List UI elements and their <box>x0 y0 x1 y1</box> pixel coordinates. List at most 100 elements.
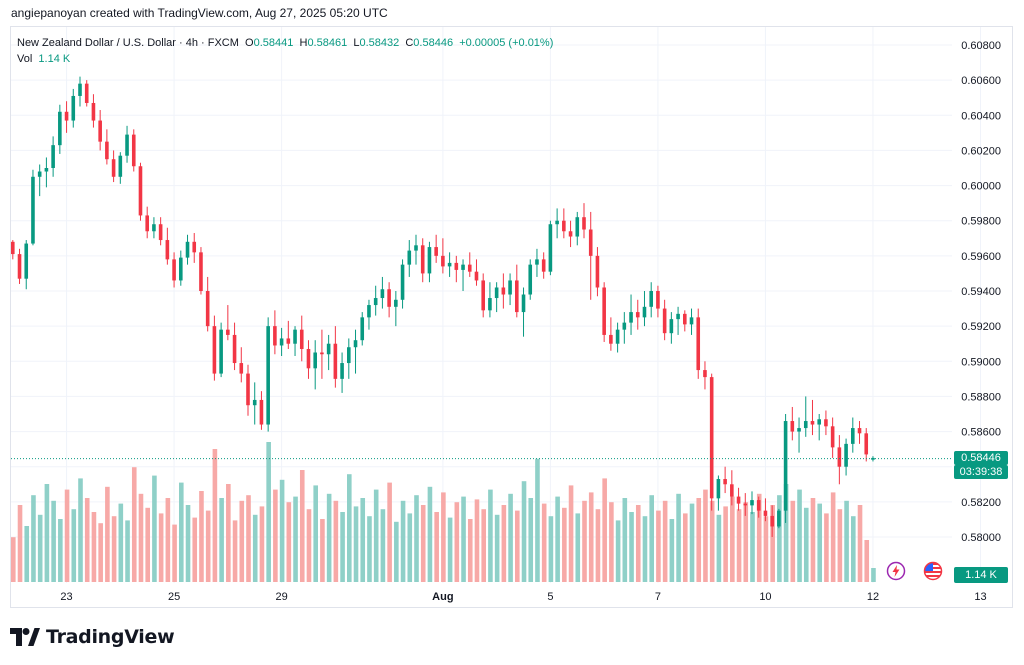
last-price-badge: 0.58446 <box>954 451 1008 465</box>
candle-body <box>743 503 748 506</box>
volume-bar <box>219 498 224 582</box>
candle-body <box>515 280 519 313</box>
candle-body <box>481 280 485 311</box>
legend-o-label: O <box>245 37 254 49</box>
volume-bar <box>51 500 56 582</box>
candle-body <box>326 343 331 355</box>
volume-bar <box>770 505 775 582</box>
volume-bar <box>427 486 433 582</box>
volume-bar <box>588 492 594 582</box>
price-axis[interactable]: 0.60800 0.60600 0.60400 0.60200 0.60000 0.598… <box>961 40 1001 544</box>
volume-bar <box>783 484 789 582</box>
volume-bar <box>353 506 359 582</box>
volume-bar <box>622 498 628 582</box>
candle-body <box>770 515 774 527</box>
candle-body <box>609 334 613 344</box>
volume-bar <box>400 500 406 582</box>
candle-body <box>447 262 452 267</box>
volume-bar <box>803 507 809 582</box>
candle-body <box>172 259 176 281</box>
volume-bar <box>696 498 702 582</box>
candle-body <box>17 254 22 279</box>
volume-bar <box>528 498 534 582</box>
volume-bar <box>37 514 43 582</box>
volume-bar <box>777 495 782 582</box>
tradingview-logo[interactable]: TradingView <box>10 624 175 650</box>
candles <box>11 76 875 537</box>
candle-body <box>575 217 580 237</box>
candle-body <box>37 171 42 177</box>
chart-frame <box>10 26 1013 608</box>
y-tick-label: 0.60800 <box>961 40 1001 52</box>
volume-bar <box>64 489 70 582</box>
candle-body <box>602 287 606 335</box>
volume-bar <box>642 516 648 582</box>
candle-body <box>259 399 264 425</box>
candle-body <box>629 312 633 323</box>
volume-bar <box>743 502 749 582</box>
volume-bar <box>609 502 614 582</box>
candle-body <box>111 159 116 177</box>
volume-bar <box>555 496 560 582</box>
y-tick-label: 0.60400 <box>961 110 1001 122</box>
legend-close: 0.58446 <box>413 37 454 49</box>
x-tick-label: 13 <box>974 591 986 603</box>
volume-bar <box>360 498 366 582</box>
candle-body <box>783 421 788 511</box>
x-tick-label: 12 <box>867 591 879 603</box>
header-credit: angiepanoyan created with TradingView.co… <box>11 6 388 20</box>
candle-body <box>488 298 492 311</box>
volume-bar <box>730 496 735 582</box>
candle-body <box>709 377 714 499</box>
candle-body <box>252 399 257 406</box>
volume-bar <box>78 478 83 582</box>
y-tick-label: 0.59000 <box>961 356 1001 368</box>
candle-body <box>414 245 418 251</box>
volume-bar <box>521 481 527 582</box>
volume-bar <box>441 492 446 582</box>
legend-high: 0.58461 <box>307 37 348 49</box>
volume-bar <box>683 513 688 582</box>
volume-bar <box>750 512 755 582</box>
candle-body <box>427 247 432 274</box>
candle-body <box>669 319 674 334</box>
legend-change: +0.00005 (+0.01%) <box>459 37 554 49</box>
volume-bar <box>205 510 211 582</box>
candle-body <box>71 95 76 121</box>
volume-bar <box>454 502 460 582</box>
candle-body <box>736 496 741 504</box>
lightning-icon[interactable] <box>886 561 906 581</box>
volume-bar <box>481 509 486 582</box>
candle-body <box>461 264 465 270</box>
volume-bar <box>582 500 587 582</box>
candle-body <box>467 264 472 272</box>
volume-bar <box>326 493 332 582</box>
candle-body <box>844 443 848 467</box>
time-axis[interactable]: 232529Aug571012131519212427 <box>60 591 1024 603</box>
volume-bar <box>17 505 23 582</box>
volume-bar <box>105 486 110 582</box>
volume-bar <box>138 493 144 582</box>
volume-bar <box>703 489 708 582</box>
candle-body <box>750 500 754 506</box>
candle-body <box>777 510 781 527</box>
legend-vol-label[interactable]: Vol <box>17 53 33 65</box>
volume-bar <box>125 520 130 582</box>
candle-body <box>367 305 371 318</box>
legend-symbol[interactable]: New Zealand Dollar / U.S. Dollar · 4h · … <box>17 37 239 49</box>
countdown-badge: 03:39:38 <box>954 465 1008 479</box>
candle-body <box>582 217 586 230</box>
candle-body <box>635 312 640 318</box>
candle-body <box>810 421 815 425</box>
us-flag-icon[interactable] <box>923 561 943 581</box>
volume-bar <box>467 519 473 582</box>
volume-bar <box>333 500 339 582</box>
x-tick-label: 29 <box>275 591 287 603</box>
volume-bar <box>286 502 292 582</box>
volume-bar <box>273 489 278 582</box>
y-tick-label: 0.58800 <box>961 391 1001 403</box>
candle-body <box>24 243 29 279</box>
candle-body <box>360 317 365 341</box>
y-tick-label: 0.58200 <box>961 497 1001 509</box>
